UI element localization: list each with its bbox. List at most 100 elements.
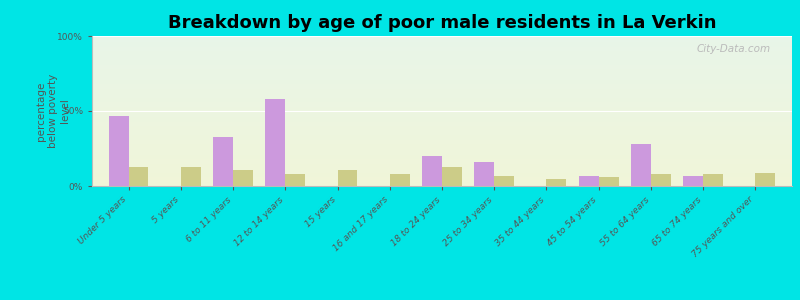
Bar [92, 38, 792, 39]
Bar [92, 178, 792, 180]
Bar [92, 114, 792, 116]
Bar [579, 176, 598, 186]
Bar [755, 172, 775, 186]
Bar [92, 103, 792, 105]
Bar [92, 57, 792, 58]
Bar [92, 184, 792, 186]
Bar [92, 171, 792, 172]
Bar [92, 176, 792, 177]
Bar [92, 183, 792, 184]
Bar [92, 36, 792, 38]
Bar [92, 40, 792, 42]
Bar [92, 172, 792, 174]
Bar [92, 123, 792, 124]
Bar [92, 61, 792, 63]
Bar [92, 70, 792, 72]
Bar [233, 169, 253, 186]
Bar [92, 105, 792, 106]
Bar [92, 102, 792, 104]
Bar [266, 99, 286, 186]
Bar [92, 46, 792, 48]
Bar [92, 87, 792, 88]
Bar [92, 80, 792, 81]
Bar [92, 56, 792, 57]
Bar [338, 169, 358, 186]
Bar [390, 174, 410, 186]
Bar [92, 140, 792, 141]
Bar [442, 167, 462, 186]
Bar [92, 90, 792, 92]
Y-axis label: percentage
below poverty
level: percentage below poverty level [36, 74, 70, 148]
Bar [92, 126, 792, 128]
Bar [92, 94, 792, 96]
Bar [181, 167, 201, 186]
Bar [92, 45, 792, 46]
Bar [92, 167, 792, 168]
Bar [92, 120, 792, 122]
Bar [92, 153, 792, 154]
Bar [92, 156, 792, 158]
Text: City-Data.com: City-Data.com [697, 44, 771, 53]
Bar [92, 58, 792, 60]
Bar [92, 54, 792, 56]
Bar [92, 111, 792, 112]
Bar [703, 174, 723, 186]
Bar [92, 141, 792, 142]
Bar [92, 169, 792, 171]
Bar [92, 82, 792, 84]
Bar [631, 144, 651, 186]
Bar [92, 180, 792, 182]
Bar [92, 110, 792, 111]
Bar [92, 132, 792, 134]
Bar [683, 176, 703, 186]
Bar [92, 117, 792, 118]
Bar [92, 148, 792, 150]
Bar [92, 129, 792, 130]
Bar [92, 158, 792, 159]
Bar [92, 92, 792, 93]
Bar [92, 99, 792, 100]
Bar [92, 42, 792, 44]
Bar [92, 63, 792, 64]
Bar [92, 116, 792, 117]
Bar [474, 162, 494, 186]
Bar [92, 152, 792, 153]
Bar [92, 108, 792, 110]
Bar [92, 44, 792, 45]
Bar [92, 142, 792, 144]
Bar [92, 39, 792, 40]
Bar [92, 134, 792, 135]
Bar [92, 135, 792, 136]
Bar [92, 177, 792, 178]
Bar [598, 177, 618, 186]
Bar [92, 160, 792, 162]
Bar [92, 122, 792, 123]
Bar [92, 112, 792, 114]
Bar [92, 159, 792, 160]
Bar [92, 136, 792, 138]
Bar [92, 100, 792, 102]
Bar [92, 85, 792, 87]
Bar [92, 147, 792, 148]
Bar [92, 154, 792, 156]
Bar [92, 146, 792, 147]
Bar [92, 168, 792, 170]
Bar [92, 68, 792, 69]
Bar [494, 176, 514, 186]
Bar [92, 106, 792, 108]
Bar [92, 124, 792, 126]
Bar [92, 72, 792, 74]
Bar [92, 118, 792, 120]
Bar [92, 48, 792, 50]
Bar [92, 144, 792, 146]
Bar [92, 51, 792, 52]
Bar [92, 52, 792, 54]
Bar [92, 75, 792, 76]
Bar [109, 116, 129, 186]
Bar [92, 150, 792, 152]
Bar [92, 174, 792, 176]
Bar [92, 76, 792, 78]
Bar [651, 174, 671, 186]
Bar [92, 96, 792, 98]
Bar [92, 50, 792, 51]
